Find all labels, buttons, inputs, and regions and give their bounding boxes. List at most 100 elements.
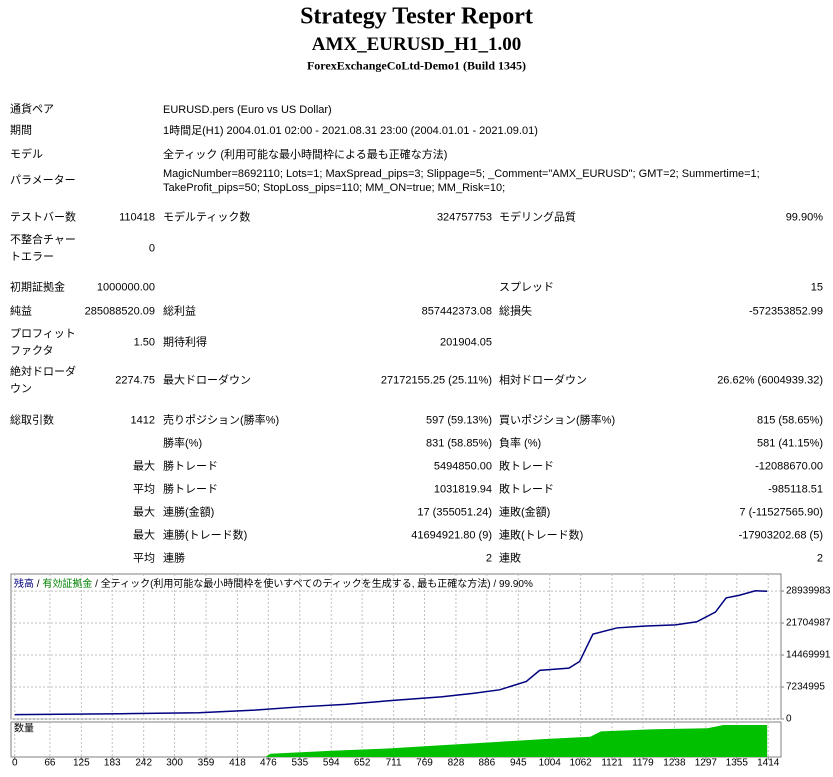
field-label: 絶対ドローダウン (10, 366, 76, 395)
field-label: 総取引数 (10, 414, 54, 427)
field-label: 期待利得 (163, 336, 207, 349)
field-value: 1000000.00 (96, 281, 155, 294)
field-value: 26.62% (6004939.32) (717, 374, 823, 387)
server-name: ForexExchangeCoLtd-Demo1 (Build 1345) (306, 58, 527, 73)
x-tick-label: 418 (229, 758, 246, 769)
field-label: 相対ドローダウン (499, 374, 587, 387)
y-tick-label: 14469991 (786, 650, 831, 661)
x-tick-label: 0 (12, 758, 18, 769)
field-label: 敗トレード (499, 483, 554, 496)
field-label: 勝トレード (163, 483, 218, 496)
y-tick-label: 7234995 (786, 682, 825, 693)
field-label: 期間 (10, 124, 32, 137)
field-value: 597 (59.13%) (425, 414, 492, 427)
report-subtitle: AMX_EURUSD_H1_1.00 (311, 34, 522, 55)
field-value: 最大 (133, 460, 155, 473)
field-value: 7 (-11527565.90) (739, 506, 823, 519)
field-label: 不整合チャートエラー (10, 234, 76, 263)
report-title: Strategy Tester Report (300, 3, 533, 30)
field-value: 1031819.94 (433, 483, 492, 496)
x-tick-label: 594 (323, 758, 340, 769)
field-value: -17903202.68 (5) (738, 529, 823, 542)
field-value: 最大 (133, 529, 155, 542)
field-value: 2 (816, 552, 823, 565)
legend-separator: / (92, 579, 100, 590)
field-label: 連敗(トレード数) (499, 529, 584, 542)
field-label: 敗トレード (499, 460, 554, 473)
field-label: 総利益 (163, 305, 196, 318)
x-tick-label: 769 (416, 758, 433, 769)
field-label: 連勝(トレード数) (163, 529, 248, 542)
volume-area-fill (265, 725, 768, 757)
volume-label: 数量 (14, 722, 34, 735)
field-label: パラメーター (10, 174, 76, 187)
field-label: 通貨ペア (10, 103, 54, 116)
field-label: 全ティック (利用可能な最小時間枠による最も正確な方法) (163, 149, 448, 161)
x-tick-label: 828 (448, 758, 465, 769)
balance-line (14, 590, 768, 716)
x-tick-label: 476 (260, 758, 277, 769)
field-label: 1時間足(H1) 2004.01.01 02:00 - 2021.08.31 2… (163, 125, 538, 137)
field-value: 2 (485, 552, 492, 565)
field-label: 連敗(金額) (499, 506, 551, 519)
field-label: MagicNumber=8692110; Lots=1; MaxSpread_p… (163, 168, 760, 194)
legend-balance: 残高 (14, 577, 34, 590)
field-label: スプレッド (499, 281, 554, 294)
field-label: 勝トレード (163, 460, 218, 473)
field-value: 285088520.09 (84, 305, 155, 318)
field-value: 平均 (133, 483, 155, 496)
field-label: 連勝 (163, 552, 185, 565)
x-tick-label: 1004 (539, 758, 562, 769)
x-tick-label: 300 (166, 758, 183, 769)
y-tick-label: 0 (786, 714, 792, 725)
x-tick-label: 652 (354, 758, 371, 769)
field-value: 857442373.08 (421, 305, 492, 318)
legend-separator: / (491, 579, 499, 590)
field-label: 売りポジション(勝率%) (163, 414, 280, 427)
field-label: プロフィットファクタ (10, 328, 76, 357)
field-label: 買いポジション(勝率%) (499, 414, 616, 427)
y-tick-label: 21704987 (786, 618, 831, 629)
legend-equity: 有効証拠金 (42, 577, 92, 590)
field-label: テストバー数 (10, 211, 76, 224)
field-value: 1412 (130, 414, 155, 427)
field-label: EURUSD.pers (Euro vs US Dollar) (163, 104, 332, 116)
field-value: 110418 (119, 211, 155, 224)
x-tick-label: 1355 (726, 758, 749, 769)
y-tick-label: 28939983 (786, 586, 831, 597)
x-tick-label: 66 (44, 758, 56, 769)
field-label: 純益 (10, 305, 32, 318)
field-label: 連勝(金額) (163, 506, 215, 519)
legend-separator: / (34, 579, 42, 590)
x-tick-label: 886 (479, 758, 496, 769)
legend-model: 全ティック(利用可能な最小時間枠を使いすべてのティックを生成する, 最も正確な方… (101, 577, 491, 590)
plot-area (10, 573, 782, 720)
field-value: 15 (810, 281, 823, 294)
field-value: 最大 (133, 506, 155, 519)
x-tick-label: 711 (386, 758, 402, 769)
x-tick-label: 1179 (632, 758, 654, 769)
field-value: 2274.75 (115, 374, 155, 387)
field-label: モデリング品質 (499, 211, 576, 224)
field-value: 27172155.25 (25.11%) (380, 374, 492, 387)
legend-quality: 99.90% (499, 579, 533, 590)
x-tick-label: 1238 (663, 758, 686, 769)
field-value: 平均 (133, 552, 155, 565)
field-label: 勝率(%) (163, 437, 203, 450)
x-tick-label: 183 (104, 758, 121, 769)
x-tick-label: 945 (510, 758, 527, 769)
field-value: -572353852.99 (748, 305, 823, 318)
x-tick-label: 359 (198, 758, 215, 769)
field-value: 41694921.80 (9) (411, 529, 492, 542)
field-value: 324757753 (436, 211, 492, 224)
x-tick-label: 1062 (570, 758, 593, 769)
field-label: 連敗 (499, 552, 521, 565)
x-tick-label: 535 (291, 758, 308, 769)
x-tick-label: 1414 (757, 758, 780, 769)
x-tick-label: 1297 (695, 758, 718, 769)
field-value: 815 (58.65%) (756, 414, 823, 427)
x-tick-label: 242 (135, 758, 152, 769)
field-value: 831 (58.85%) (425, 437, 492, 450)
